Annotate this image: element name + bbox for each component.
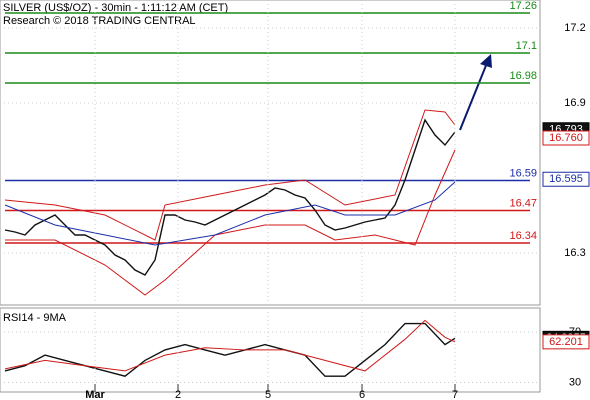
x-tick-label: 6: [359, 389, 365, 400]
x-tick-label: Mar: [85, 389, 105, 400]
series-line: [4, 319, 456, 372]
price-box: [542, 334, 590, 350]
chart-subtitle: Research © 2018 TRADING CENTRAL: [3, 15, 196, 27]
y-tick-label: 17.2: [564, 22, 585, 34]
price-box-label: 16.595: [549, 173, 583, 185]
series-line: [4, 118, 456, 276]
level-label: 16.47: [509, 197, 537, 209]
x-tick-label: 5: [265, 389, 271, 400]
x-tick-label: 2: [175, 389, 181, 400]
level-label: 17.26: [509, 0, 537, 12]
level-label: 17.1: [516, 40, 537, 52]
chart-title: SILVER (US$/OZ) - 30min - 1:11:12 AM (CE…: [3, 2, 228, 14]
series-line: [4, 109, 456, 241]
price-box: [542, 130, 590, 146]
series-line: [5, 149, 456, 296]
forecast-arrow: [459, 62, 488, 131]
price-panel: [0, 0, 541, 306]
price-box-label: 62.201: [549, 336, 583, 348]
price-box: [542, 171, 590, 187]
x-tick-label: 7: [452, 389, 458, 400]
series-line: [4, 181, 456, 246]
y-tick-label: 16.3: [564, 247, 585, 259]
rsi-title: RSI14 - 9MA: [3, 312, 67, 324]
level-label: 16.98: [509, 70, 537, 82]
price-box-label: 16.760: [549, 132, 583, 144]
y-tick-label: 30: [569, 376, 581, 388]
y-tick-label: 16.9: [564, 97, 585, 109]
arrow-head: [480, 54, 492, 68]
level-label: 16.59: [509, 167, 537, 179]
level-label: 16.34: [509, 230, 537, 242]
